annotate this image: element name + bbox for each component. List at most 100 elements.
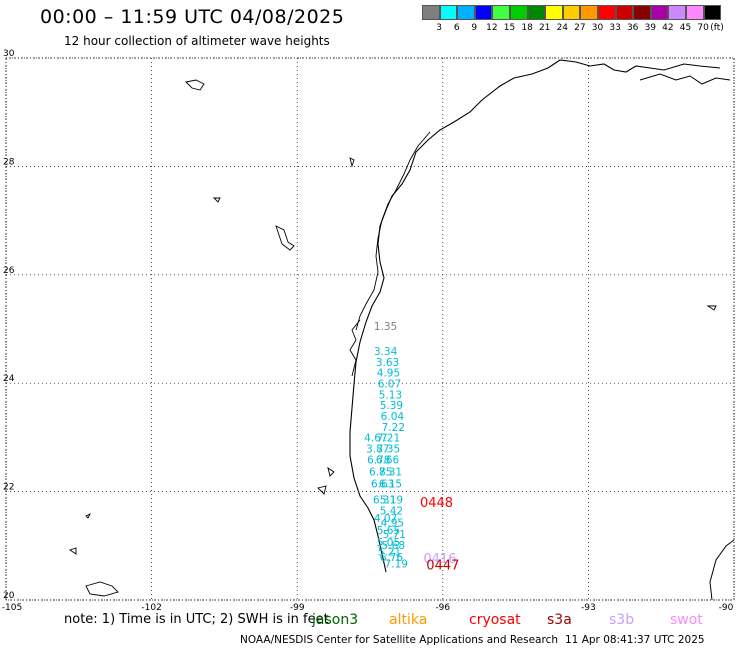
latitude-label: 22 <box>3 483 14 493</box>
color-swatch <box>509 5 528 20</box>
wave-height-value: 4.95 <box>381 517 404 529</box>
latitude-label: 24 <box>3 374 15 384</box>
color-scale-unit: (ft) <box>710 23 724 33</box>
satellite-legend-swot: swot <box>670 612 703 628</box>
color-scale-tick-label: 70 <box>697 23 709 33</box>
color-scale-swatches <box>422 5 722 20</box>
color-scale-tick-label: 15 <box>503 23 516 33</box>
coastline-east-louisiana <box>639 73 731 85</box>
wave-height-value: 6.07 <box>378 379 401 391</box>
lake-1 <box>185 79 205 91</box>
wave-height-value: 6.31 <box>373 495 396 507</box>
wave-height-value: 7.35 <box>377 444 400 456</box>
longitude-label: -99 <box>290 603 305 613</box>
island-east <box>706 305 717 311</box>
lake-5 <box>327 466 335 477</box>
color-swatch <box>492 5 510 20</box>
color-swatch <box>422 5 440 20</box>
satellite-legend-altika: altika <box>389 612 428 628</box>
lake-2 <box>275 225 295 251</box>
color-scale-tick-label: 21 <box>538 23 551 33</box>
wave-height-value: 7.21 <box>377 433 400 445</box>
island-revillagigedo <box>85 581 119 597</box>
wave-height-value: 7.19 <box>385 558 408 570</box>
lake-6 <box>317 485 327 495</box>
color-swatch <box>474 5 493 20</box>
map-title: 00:00 – 11:59 UTC 04/08/2025 <box>40 6 345 28</box>
barrier-islands <box>355 131 431 331</box>
pass-time-label: 0447 <box>426 559 459 574</box>
wave-height-value: 5.39 <box>380 400 403 412</box>
satellite-legend-cryosat: cryosat <box>469 612 521 628</box>
color-swatch <box>439 5 458 20</box>
credit-text: NOAA/NESDIS Center for Satellite Applica… <box>240 634 558 646</box>
color-swatch <box>545 5 563 20</box>
wave-height-value: 4.95 <box>377 368 400 380</box>
wave-height-value: 6.04 <box>381 411 405 423</box>
satellite-legend-s3b: s3b <box>609 612 635 628</box>
coastline-bay <box>349 319 361 377</box>
color-scale-tick-label: 6 <box>453 23 460 33</box>
latitude-label: 28 <box>3 157 15 167</box>
wave-height-value: 6.15 <box>379 478 402 490</box>
color-scale-tick-label: 42 <box>662 23 674 33</box>
color-scale-tick-label: 24 <box>556 23 569 33</box>
color-scale-tick-label: 36 <box>626 23 639 33</box>
wave-height-value: 6.85 <box>369 466 392 478</box>
wave-height-value: 4.07 <box>374 513 397 525</box>
lake-7 <box>68 547 77 555</box>
map-subtitle: 12 hour collection of altimeter wave hei… <box>64 34 330 48</box>
latitude-label: 26 <box>3 266 15 276</box>
color-swatch <box>597 5 616 20</box>
wave-height-value: 4.67 <box>364 433 387 445</box>
graticule: 30 28 26 24 22 20 -105 -102 -99 -96 -93 -90 <box>2 49 735 613</box>
wave-height-value: 5.21 <box>378 547 401 559</box>
longitude-label: -96 <box>435 603 450 613</box>
color-scale-tick-label: 27 <box>574 23 586 33</box>
lake-8 <box>85 512 92 519</box>
color-swatch <box>685 5 704 20</box>
longitude-label: -102 <box>141 603 161 613</box>
lake-3 <box>212 197 221 203</box>
color-scale-legend: (ft) 3 6 9 12 15 18 21 24 27 30 33 36 39 42 45 70 <box>422 5 724 33</box>
coastline-gulf <box>349 59 721 573</box>
wave-height-value: 5.05 <box>377 537 400 549</box>
color-swatch <box>562 5 581 20</box>
wave-height-value: 5.13 <box>379 389 402 401</box>
color-swatch <box>633 5 651 20</box>
color-scale-tick-label: 33 <box>609 23 621 33</box>
wave-height-value: 1.35 <box>374 321 397 333</box>
color-scale-tick-label: 39 <box>644 23 657 33</box>
wave-height-value: 7.31 <box>379 466 402 478</box>
color-swatch <box>703 5 722 20</box>
satellite-legend-jason3: jason3 <box>312 612 359 628</box>
wave-height-value: 5.19 <box>380 495 403 507</box>
wave-height-value: 3.34 <box>374 346 398 358</box>
longitude-label: -90 <box>719 603 734 613</box>
footer-note: note: 1) Time is in UTC; 2) SWH is in fe… <box>64 612 329 627</box>
color-scale-tick-label: 9 <box>471 23 478 33</box>
wave-height-value: 5.68 <box>382 540 405 552</box>
color-scale-tick-label: 30 <box>591 23 604 33</box>
wave-height-value: 6.63 <box>371 478 394 490</box>
pass-time-label: 0448 <box>420 496 453 511</box>
lake-4 <box>349 157 355 168</box>
longitude-label: -105 <box>2 603 22 613</box>
wave-height-value: 6.76 <box>380 552 404 564</box>
wave-height-value: 7.22 <box>382 422 405 434</box>
color-swatch <box>580 5 598 20</box>
coastline-yucatan-tip <box>709 539 735 601</box>
satellite-legend-s3a: s3a <box>547 612 572 628</box>
wave-height-value: 3.63 <box>376 357 399 369</box>
color-swatch <box>615 5 634 20</box>
longitude-label: -93 <box>581 603 596 613</box>
latitude-label: 30 <box>3 49 15 59</box>
generation-timestamp: 11 Apr 08:41:37 UTC 2025 <box>565 634 705 646</box>
color-scale-tick-label: 45 <box>679 23 692 33</box>
color-scale-tick-label: 3 <box>436 23 442 33</box>
color-swatch <box>527 5 546 20</box>
wave-height-value: 5.71 <box>383 529 406 541</box>
latitude-label: 20 <box>3 591 15 601</box>
wave-height-value: 3.87 <box>366 444 389 456</box>
